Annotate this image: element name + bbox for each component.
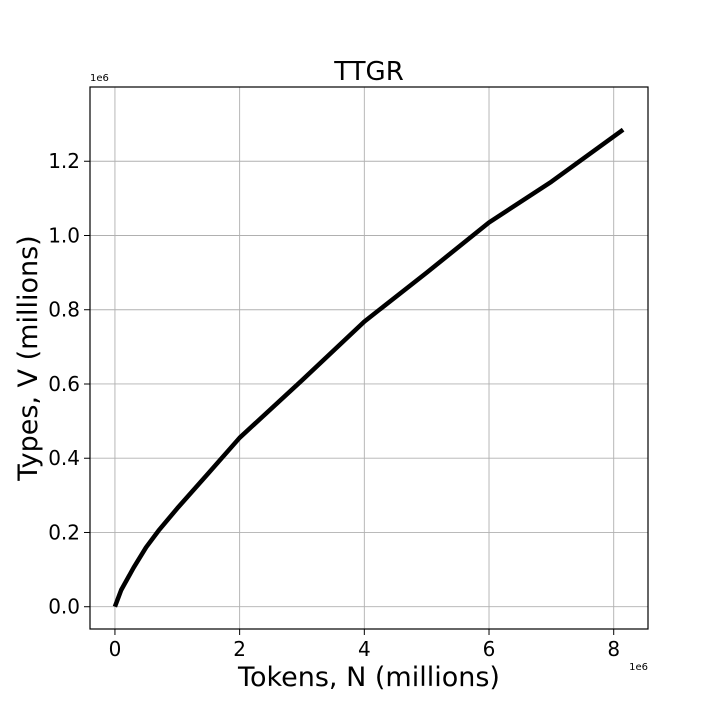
series-layer [112,127,625,608]
y-offset-label: 1e6 [90,73,109,84]
y-tick-label: 1.0 [48,223,80,247]
x-tick-label: 8 [607,637,620,661]
x-tick-label: 4 [358,637,371,661]
tick-layer: 0 2 4 6 8 0.0 0.2 0.4 0.6 0.8 1.0 1.2 [48,149,620,661]
series-line [112,127,625,608]
y-axis-label: Types, V (millions) [13,235,44,481]
chart-title: TTGR [333,57,404,87]
y-tick-label: 0.0 [48,595,80,619]
y-tick-label: 0.6 [48,372,80,396]
y-tick-label: 0.2 [48,520,80,544]
x-offset-label: 1e6 [629,662,648,673]
plot-frame [89,86,649,630]
y-tick-label: 1.2 [48,149,80,173]
grid-layer [90,87,648,629]
y-tick-label: 0.4 [48,446,80,470]
x-tick-label: 0 [109,637,122,661]
x-axis-label: Tokens, N (millions) [237,662,500,693]
x-tick-label: 2 [233,637,246,661]
x-tick-label: 6 [483,637,496,661]
y-tick-label: 0.8 [48,298,80,322]
